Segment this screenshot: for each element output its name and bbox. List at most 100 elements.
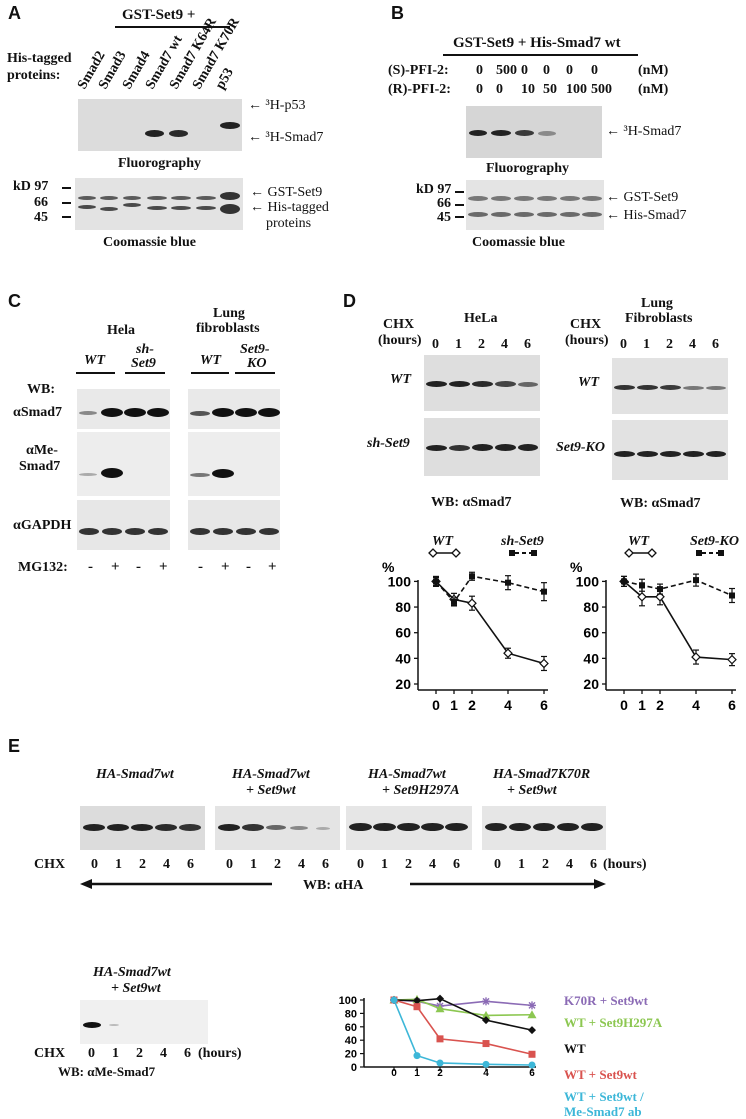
data-point [528, 1061, 536, 1069]
data-point [639, 582, 645, 589]
smad7-label: ³H-Smad7 [265, 130, 324, 145]
panel-a-label: A [8, 3, 21, 23]
panel-c-sh2: Set9 [131, 356, 156, 371]
band [259, 528, 279, 535]
lane-label: p53 [213, 65, 237, 92]
band [469, 130, 487, 136]
timepoint: 0 [226, 857, 233, 872]
band [179, 824, 201, 831]
band [421, 823, 444, 831]
panel-c-lung-gapdh-blot [188, 500, 280, 550]
panel-e-blot-2 [215, 806, 340, 850]
panel-d-chx-1: CHX [383, 317, 415, 332]
blot-title-line-2: + Set9H297A [382, 783, 460, 798]
underline [125, 372, 165, 374]
panel-b-coomassie-blot [466, 180, 604, 230]
band [196, 196, 216, 200]
panel-a-his-arrow: ← His-tagged [250, 200, 329, 215]
panel-c-hela-me-blot [77, 432, 170, 496]
band [533, 823, 555, 831]
mg132-sign: + [268, 559, 277, 575]
band [218, 824, 240, 831]
band [171, 206, 191, 210]
panel-c-label: C [8, 291, 21, 311]
panel-d-hours-1: (hours) [378, 333, 422, 348]
data-point [657, 586, 663, 593]
band [472, 381, 493, 387]
s-value: 0 [521, 63, 528, 78]
panel-d-chx-2: CHX [570, 317, 602, 332]
timepoint: 2 [139, 857, 146, 872]
marker-tick [455, 191, 464, 193]
band [109, 1024, 119, 1026]
x-tick-label: 1 [638, 697, 646, 713]
band [155, 824, 177, 831]
data-point [436, 1059, 444, 1067]
data-point [539, 658, 549, 669]
timepoint: 1 [643, 337, 650, 352]
band [123, 196, 141, 200]
panel-c-hela-smad7-blot [77, 389, 170, 429]
y-tick-label: 20 [583, 676, 599, 692]
timepoint: 0 [432, 337, 439, 352]
panel-d-lung-ko-blot [612, 420, 728, 480]
r-value: 500 [591, 82, 612, 97]
band [290, 826, 308, 830]
band [468, 196, 488, 201]
panel-d-lung-chart: % 20 40 60 80 100 012 4 6 CHX (hours) [570, 560, 737, 720]
band [101, 408, 123, 417]
data-point [482, 1016, 490, 1025]
panel-d-wb-2: WB: αSmad7 [620, 496, 701, 511]
mg132-sign: - [198, 559, 203, 575]
blot-title-line-2: + Set9wt [507, 783, 557, 798]
band [83, 824, 105, 831]
panel-d-lung-wt-blot [612, 358, 728, 414]
panel-a-his-label-2: proteins [266, 216, 312, 231]
timepoint: 1 [455, 337, 462, 352]
band [515, 130, 534, 136]
panel-c-ko1: Set9- [240, 342, 270, 357]
panel-d-legend-wt-1: WT [432, 534, 453, 549]
panel-d-label: D [343, 291, 356, 311]
x-tick-label: 0 [391, 1068, 397, 1076]
series-label: K70R + Set9wt [564, 993, 648, 1008]
band [100, 207, 118, 211]
panel-b-coomassie-label: Coomassie blue [472, 235, 565, 250]
band [266, 825, 286, 830]
panel-b-m45: 45 [437, 210, 451, 225]
panel-d-hela: HeLa [464, 311, 498, 326]
left-arrow [80, 879, 272, 889]
panel-b-header: GST-Set9 + His-Smad7 wt [453, 35, 621, 51]
x-tick-label: 4 [504, 697, 512, 713]
timepoint: 6 [453, 857, 460, 872]
band [582, 212, 602, 217]
x-tick-label: 1 [414, 1068, 420, 1076]
blot-title-line-2: + Set9wt [246, 783, 296, 798]
data-point [482, 1060, 490, 1068]
band [472, 444, 493, 451]
panel-b-his-arrow: ← His-Smad7 [606, 208, 687, 223]
data-point [621, 578, 627, 585]
data-point [691, 652, 701, 662]
series-label: WT + Set9H297A [564, 1015, 663, 1030]
band [196, 206, 216, 210]
timepoint: 0 [620, 337, 627, 352]
panel-d-hela-sh-blot [424, 418, 540, 476]
y-tick-label: 20 [345, 1049, 357, 1061]
band [147, 206, 167, 210]
band [190, 528, 210, 535]
legend-ko-symbol [696, 550, 724, 556]
band [123, 203, 141, 207]
band [101, 468, 123, 478]
y-tick-label: 60 [345, 1022, 357, 1034]
panel-d-wt-1: WT [390, 372, 411, 387]
panel-d-lung2: Fibroblasts [625, 311, 693, 326]
panel-a-p53-arrow: ← ³H-p53 [248, 98, 306, 113]
panel-e-blot-3 [346, 806, 472, 850]
timepoint: 6 [712, 337, 719, 352]
band [147, 196, 167, 200]
x-axis-label: CHX (hours) [448, 717, 530, 720]
band [445, 823, 468, 831]
timepoint: 1 [381, 857, 388, 872]
x-tick-label: 0 [620, 697, 628, 713]
